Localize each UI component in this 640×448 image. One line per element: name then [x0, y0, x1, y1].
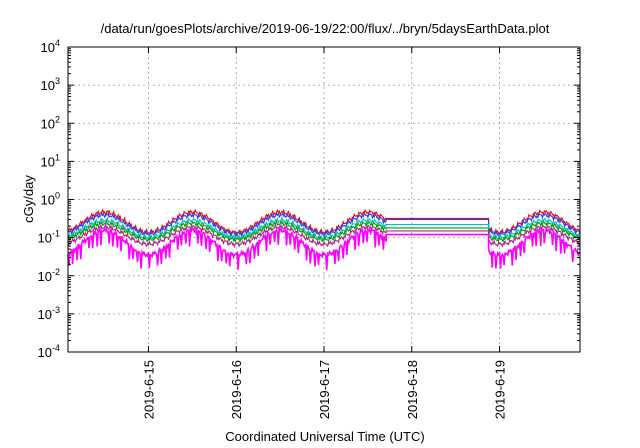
y-tick-label: 10-3	[38, 305, 60, 322]
y-tick-label: 104	[41, 38, 60, 55]
series-line	[67, 222, 581, 249]
chart-title: /data/run/goesPlots/archive/2019-06-19/2…	[101, 21, 550, 36]
x-tick-label: 2019-6-18	[405, 360, 420, 419]
y-tick-label: 102	[41, 114, 60, 131]
series-layer	[67, 208, 581, 271]
y-tick-label: 10-1	[38, 229, 60, 246]
y-tick-label: 100	[41, 191, 60, 208]
y-tick-label: 101	[41, 152, 60, 169]
series-line	[67, 216, 581, 242]
x-tick-label: 2019-6-19	[493, 360, 508, 419]
x-axis-ticks: 2019-6-15 2019-6-16 2019-6-17 2019-6-18 2019…	[141, 47, 508, 419]
y-tick-label: 103	[41, 76, 60, 93]
x-tick-label: 2019-6-16	[229, 360, 244, 419]
x-axis-label: Coordinated Universal Time (UTC)	[225, 429, 424, 444]
grid	[68, 47, 580, 352]
y-axis-label: cGy/day	[21, 175, 36, 223]
y-tick-label: 10-4	[38, 343, 60, 360]
x-tick-label: 2019-6-15	[141, 360, 156, 419]
y-axis-ticks: 10-4 10-3 10-2 10-1 100 101 102 103 104	[38, 38, 580, 360]
x-tick-label: 2019-6-17	[317, 360, 332, 419]
series-line	[67, 218, 581, 244]
series-line	[67, 225, 581, 271]
y-tick-label: 10-2	[38, 267, 60, 284]
series-line	[67, 208, 581, 237]
